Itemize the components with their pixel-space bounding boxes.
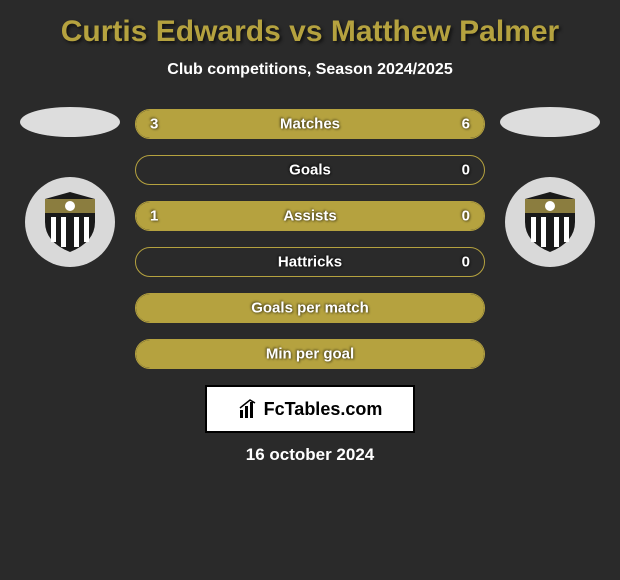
stat-value-right: 0 (462, 254, 470, 271)
stat-value-right: 6 (462, 116, 470, 133)
stat-value-left: 1 (150, 208, 158, 225)
brand-text: FcTables.com (264, 399, 383, 420)
stat-bar: Goals per match (135, 293, 485, 323)
stat-label: Assists (283, 208, 336, 225)
stat-bar: Goals 0 (135, 155, 485, 185)
chart-icon (238, 398, 260, 420)
stat-value-right: 0 (462, 162, 470, 179)
footer-date: 16 october 2024 (0, 445, 620, 465)
stat-label: Goals (289, 162, 331, 179)
brand-watermark: FcTables.com (205, 385, 415, 433)
page-title: Curtis Edwards vs Matthew Palmer (0, 15, 620, 49)
player-left-photo-placeholder (20, 107, 120, 137)
stat-value-right: 0 (462, 208, 470, 225)
stat-bar: Hattricks 0 (135, 247, 485, 277)
stat-label: Min per goal (266, 346, 354, 363)
stat-bar: Min per goal (135, 339, 485, 369)
stat-value-left: 3 (150, 116, 158, 133)
stat-label: Goals per match (251, 300, 369, 317)
player-right-column (500, 107, 600, 267)
club-shield-icon (515, 187, 585, 257)
stat-label: Matches (280, 116, 340, 133)
comparison-bars: Matches36Goals0Assists10Hattricks0Goals … (135, 107, 485, 369)
player-right-photo-placeholder (500, 107, 600, 137)
player-left-column (20, 107, 120, 267)
stat-label: Hattricks (278, 254, 342, 271)
club-badge-right (505, 177, 595, 267)
stat-bar: Assists 1 0 (135, 201, 485, 231)
stat-bar: Matches 3 6 (135, 109, 485, 139)
subtitle: Club competitions, Season 2024/2025 (0, 61, 620, 79)
club-badge-left (25, 177, 115, 267)
club-shield-icon (35, 187, 105, 257)
